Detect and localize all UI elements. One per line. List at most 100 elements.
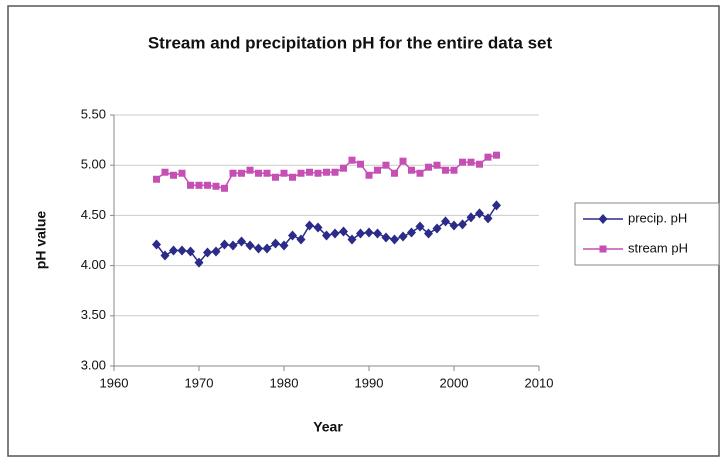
x-tick-label: 2000 — [440, 375, 469, 390]
marker — [493, 151, 500, 159]
marker — [466, 212, 476, 223]
marker — [246, 166, 254, 174]
marker — [245, 240, 255, 251]
marker — [432, 223, 442, 234]
y-tick-label: 3.00 — [81, 357, 106, 372]
marker — [305, 220, 314, 231]
marker — [484, 153, 492, 161]
marker — [365, 171, 373, 179]
marker — [330, 228, 340, 239]
marker — [348, 156, 356, 164]
marker — [391, 169, 398, 177]
marker — [220, 239, 229, 250]
marker — [425, 163, 432, 171]
marker — [398, 231, 408, 242]
marker — [442, 166, 449, 174]
marker — [598, 214, 608, 224]
marker — [255, 169, 262, 177]
marker — [153, 175, 160, 183]
marker — [152, 239, 161, 250]
marker — [313, 222, 323, 233]
x-tick-label: 1970 — [185, 375, 214, 390]
chart-title: Stream and precipitation pH for the enti… — [148, 33, 553, 52]
marker — [450, 166, 458, 174]
marker — [170, 171, 177, 179]
marker — [160, 250, 170, 261]
marker — [347, 234, 357, 245]
marker — [424, 228, 433, 239]
marker — [194, 257, 204, 268]
marker — [161, 168, 169, 176]
marker — [203, 247, 212, 258]
marker — [483, 213, 493, 224]
marker — [433, 161, 441, 169]
marker — [364, 227, 374, 238]
marker — [416, 169, 424, 177]
x-tick-label: 1990 — [355, 375, 384, 390]
marker — [492, 200, 501, 211]
marker — [314, 169, 322, 177]
marker — [237, 236, 246, 247]
marker — [289, 173, 296, 181]
marker — [204, 181, 211, 189]
marker — [599, 245, 607, 253]
marker — [458, 219, 467, 230]
marker — [381, 232, 391, 243]
marker — [272, 173, 279, 181]
x-tick-label: 1960 — [100, 375, 129, 390]
marker — [279, 240, 289, 251]
marker — [254, 243, 263, 254]
marker — [459, 158, 466, 166]
marker — [296, 234, 306, 245]
x-axis-title: Year — [313, 419, 343, 435]
marker — [212, 182, 220, 190]
y-tick-label: 3.50 — [81, 307, 106, 322]
marker — [399, 157, 407, 165]
marker — [297, 169, 305, 177]
y-tick-label: 4.50 — [81, 207, 106, 222]
marker — [280, 169, 288, 177]
marker — [373, 228, 382, 239]
marker — [449, 220, 459, 231]
marker — [374, 166, 381, 174]
marker — [467, 158, 475, 166]
x-tick-label: 1980 — [270, 375, 299, 390]
legend-label: stream pH — [628, 240, 688, 255]
marker — [390, 234, 399, 245]
marker — [340, 164, 347, 172]
marker — [178, 169, 186, 177]
marker — [211, 246, 221, 257]
y-tick-label: 5.50 — [81, 106, 106, 121]
y-tick-label: 4.00 — [81, 257, 106, 272]
marker — [288, 230, 297, 241]
x-tick-label: 2010 — [525, 375, 554, 390]
marker — [408, 166, 415, 174]
marker — [407, 227, 416, 238]
marker — [262, 243, 272, 254]
marker — [186, 246, 195, 257]
marker — [356, 228, 365, 239]
marker — [306, 168, 313, 176]
marker — [476, 160, 483, 168]
legend-box — [574, 202, 720, 266]
y-axis-title: pH value — [33, 211, 49, 270]
marker — [221, 184, 228, 192]
marker — [271, 238, 280, 249]
marker — [339, 226, 348, 237]
marker — [263, 169, 271, 177]
legend-label: precip. pH — [628, 210, 687, 225]
marker — [195, 181, 203, 189]
marker — [475, 208, 484, 219]
marker — [187, 181, 194, 189]
marker — [323, 168, 330, 176]
marker — [169, 245, 178, 256]
marker — [228, 240, 238, 251]
marker — [415, 221, 425, 232]
marker — [331, 168, 339, 176]
marker — [382, 161, 390, 169]
marker — [238, 169, 245, 177]
marker — [229, 169, 237, 177]
marker — [441, 216, 450, 227]
marker — [177, 245, 187, 256]
